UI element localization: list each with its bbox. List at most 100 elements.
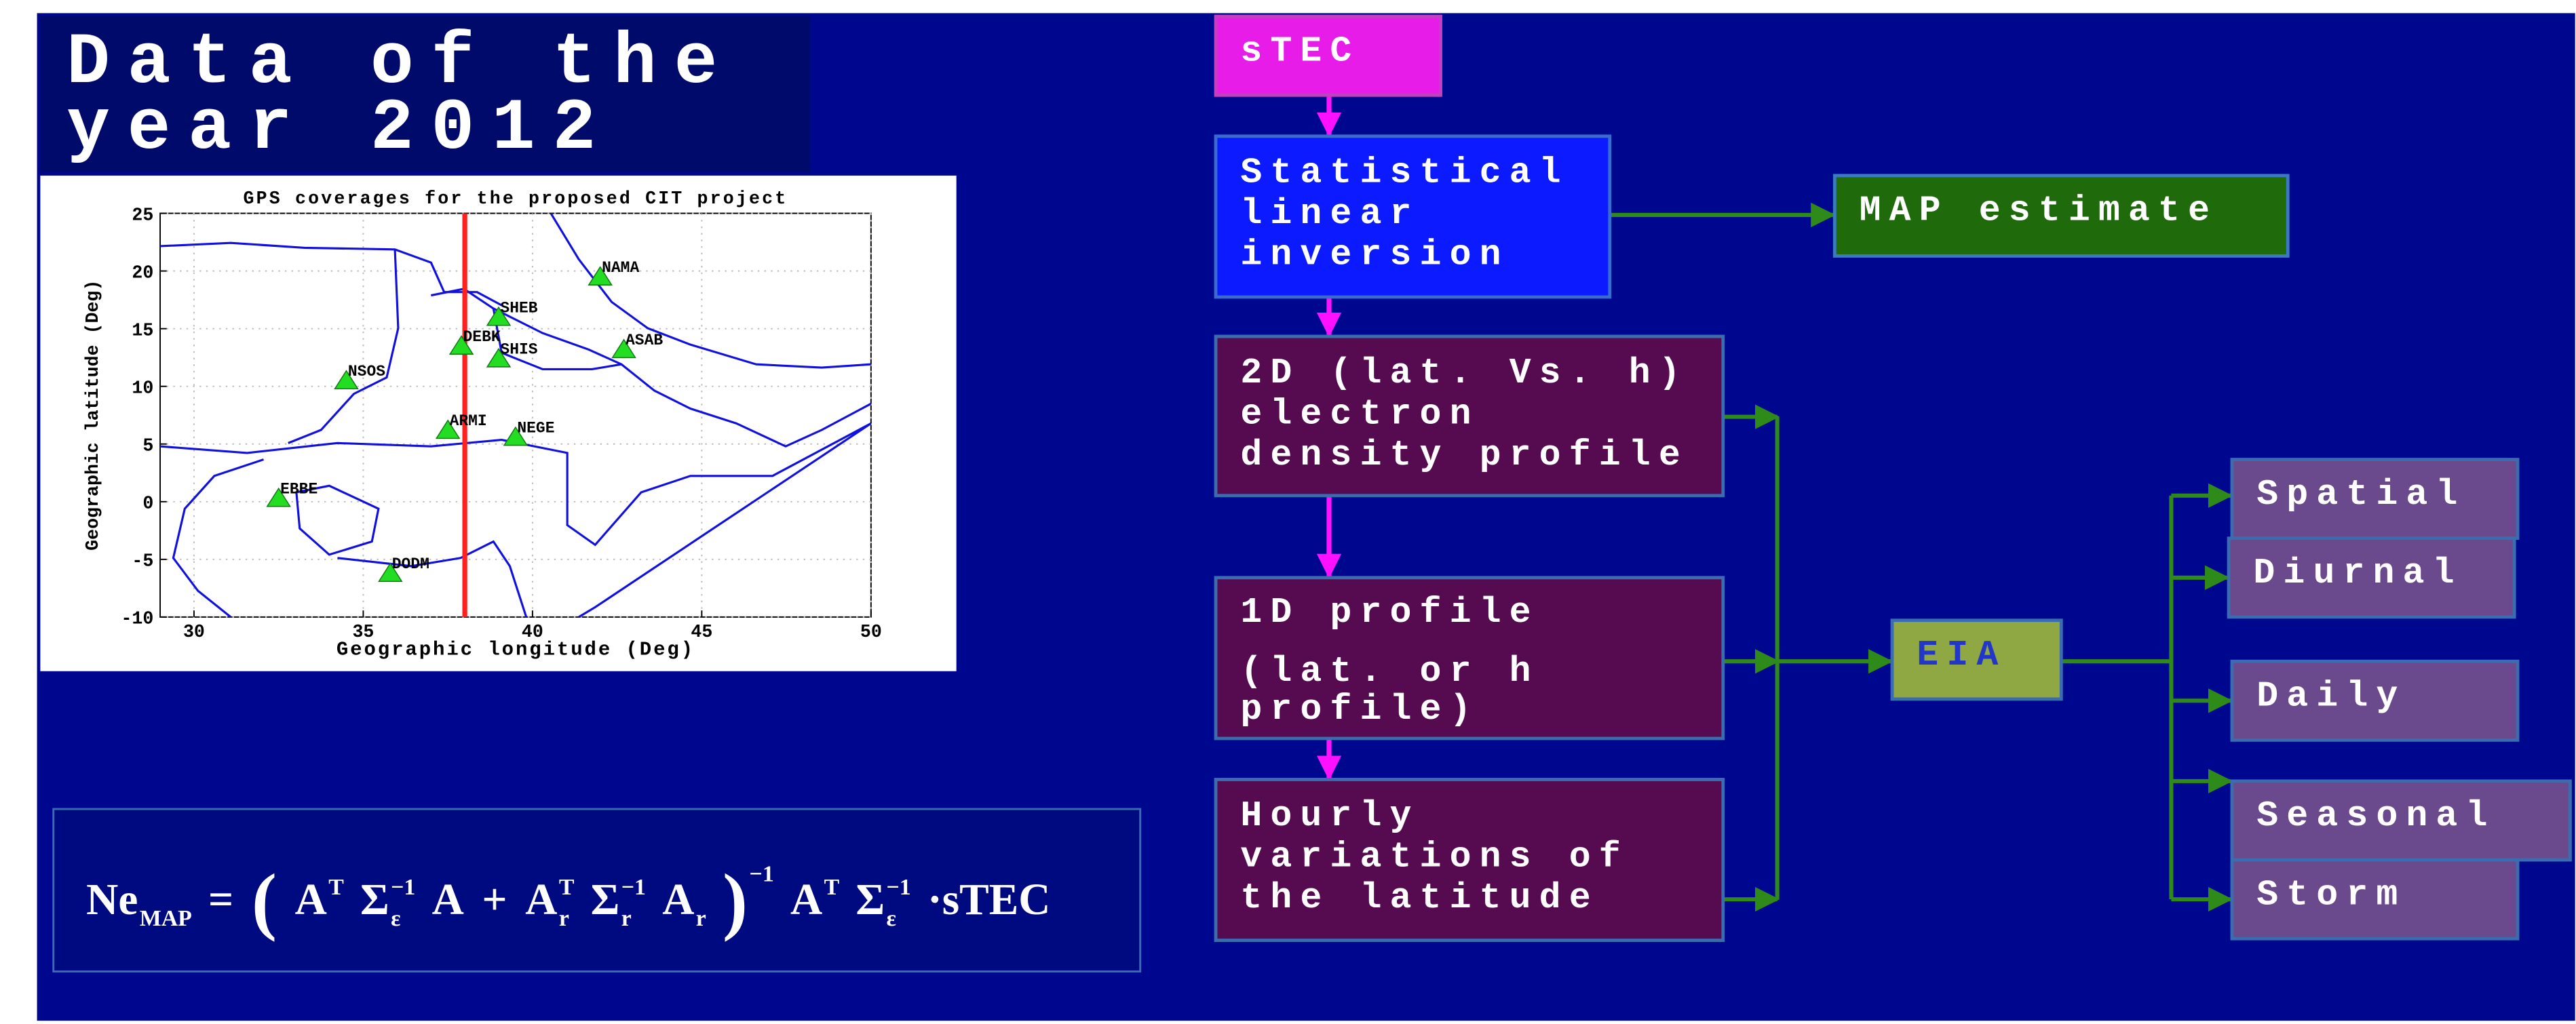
y-axis-label: Geographic latitude (Deg) — [83, 280, 103, 551]
station-label: SHIS — [500, 341, 537, 359]
formula-box — [52, 808, 1142, 973]
node-text: Spatial — [2256, 474, 2465, 515]
station-marker — [435, 419, 461, 439]
station-marker — [448, 335, 474, 355]
formula-superscript: T — [559, 875, 575, 900]
x-axis-label: Geographic longitude (Deg) — [337, 639, 695, 661]
y-tick-label: 20 — [132, 262, 153, 283]
map-title: GPS coverages for the proposed CIT proje… — [244, 189, 788, 209]
node-text: density profile — [1240, 435, 1689, 475]
x-tick-label: 30 — [183, 622, 205, 642]
node-text: the latitude — [1240, 878, 1598, 918]
grid — [160, 212, 872, 618]
y-tick-label: -10 — [121, 609, 153, 629]
flow-node: Storm — [2230, 858, 2520, 941]
node-box — [1214, 576, 1725, 741]
coastlines — [160, 213, 871, 617]
border — [160, 241, 503, 307]
station-label: NSOS — [348, 363, 385, 380]
formula-subscript: ε — [391, 906, 400, 931]
formula-superscript: T — [328, 875, 344, 900]
station-label: SHEB — [500, 299, 537, 317]
node-text: Diurnal — [2253, 553, 2462, 593]
station-marker — [378, 562, 403, 583]
station-label: NEGE — [517, 419, 554, 437]
y-tick-label: 15 — [132, 320, 153, 340]
station-marker — [334, 370, 359, 390]
node-box — [1832, 174, 2290, 258]
formula-superscript: −1 — [391, 875, 415, 900]
station-label: ARMI — [450, 412, 487, 430]
node-box — [2230, 659, 2520, 742]
flow-node: MAP estimate — [1832, 174, 2290, 258]
formula-token: A — [295, 875, 327, 924]
formula-superscript: −1 — [750, 861, 774, 886]
node-text: Statistical — [1240, 153, 1569, 193]
formula-subscript: r — [559, 906, 569, 931]
flow-node: Spatial — [2230, 458, 2520, 540]
formula-token: A — [790, 875, 822, 924]
flow-node: EIA — [1890, 618, 2063, 701]
y-tick-label: -5 — [132, 551, 153, 572]
node-text: sTEC — [1240, 31, 1360, 72]
formula-token: A — [662, 875, 694, 924]
node-box — [1890, 618, 2063, 701]
station-marker — [611, 338, 636, 359]
border — [492, 308, 622, 371]
formula-token: Ne — [86, 875, 138, 924]
plot-area — [159, 212, 872, 618]
border — [337, 540, 528, 617]
formula-token: A — [432, 875, 464, 924]
node-box — [1214, 778, 1725, 943]
station-marker — [503, 426, 528, 446]
node-box — [2230, 858, 2520, 941]
formula-token: + — [482, 875, 507, 924]
node-box — [1214, 334, 1725, 498]
connectors — [1316, 95, 2233, 912]
station-marker — [486, 348, 512, 368]
coast — [578, 422, 871, 617]
formula-superscript: −1 — [887, 875, 911, 900]
y-tick-label: 25 — [132, 205, 153, 225]
node-box — [2230, 458, 2520, 540]
node-text: MAP estimate — [1860, 190, 2218, 231]
node-box — [1214, 134, 1612, 299]
y-tick-label: 0 — [142, 493, 153, 513]
station-marker — [486, 306, 512, 326]
coast — [550, 213, 871, 369]
formula-token: Σ — [591, 875, 620, 924]
node-text: 1D profile — [1240, 592, 1539, 633]
map-chart: 30 35 40 45 50 -10 -5 0 5 10 15 20 25 GPS coverages f… — [83, 189, 882, 661]
node-text: EIA — [1917, 635, 2006, 675]
x-tick-label: 45 — [691, 622, 712, 642]
x-tick-label: 50 — [860, 622, 882, 642]
formula-token: Σ — [360, 875, 389, 924]
node-text: 2D (lat. Vs. h) — [1240, 353, 1689, 393]
station-label: DEBK — [463, 328, 501, 346]
lake — [295, 484, 380, 556]
node-box — [2227, 536, 2516, 619]
coast — [431, 288, 871, 448]
station-marker — [266, 487, 291, 507]
title-line: year 2012 — [66, 87, 613, 170]
flow-node: Seasonal — [2230, 779, 2572, 862]
node-text: (lat. or h — [1240, 651, 1539, 692]
formula-superscript: T — [824, 875, 840, 900]
flow-node: sTEC — [1214, 14, 1442, 97]
node-text: linear — [1240, 193, 1419, 234]
station-label: NAMA — [602, 259, 639, 277]
title-line: Data of the — [66, 22, 735, 104]
node-text: Seasonal — [2256, 795, 2495, 836]
formula-token: Σ — [856, 875, 885, 924]
y-tick-label: 5 — [142, 435, 153, 456]
formula-subscript: r — [621, 906, 632, 931]
flow-node: Daily — [2230, 659, 2520, 742]
formula-token: ( — [252, 859, 277, 943]
formula-token: A — [525, 875, 557, 924]
formula-token: ·sTEC — [927, 875, 1051, 924]
